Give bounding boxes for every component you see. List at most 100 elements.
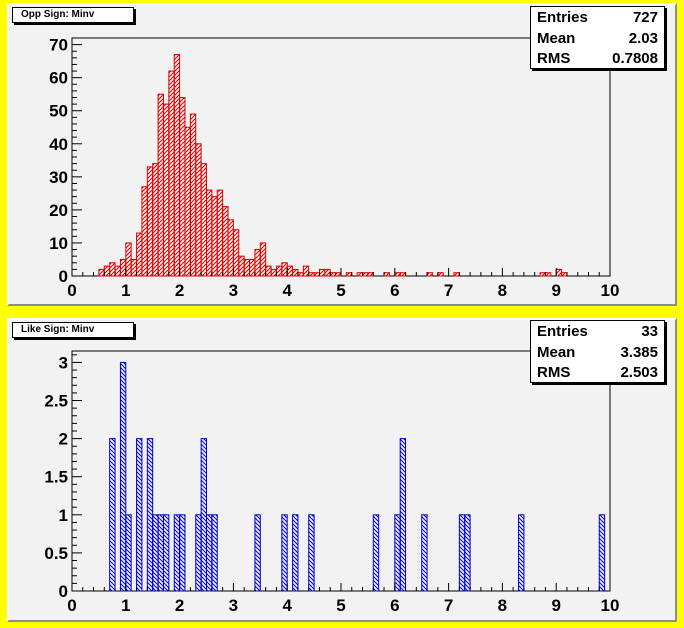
histogram-bar [297,272,304,277]
histogram-bar [238,255,245,277]
histogram-bar [249,258,256,277]
histogram-bar [119,361,127,592]
histogram-bar [211,514,218,592]
histogram-bar [157,514,164,592]
y-tick-label: 1.5 [44,468,68,487]
histogram-bar [259,242,267,277]
y-tick-label: 2 [59,430,68,449]
histogram-bar [152,514,159,592]
histogram-bar [555,268,563,277]
histogram-bar [136,232,143,277]
histogram-bar [157,93,164,277]
y-tick-label: 10 [49,234,68,253]
histogram-bar [141,186,148,277]
stats-entries-label: Entries [537,9,588,26]
y-tick-label: 40 [49,135,68,154]
histogram-bar [162,103,170,277]
histogram-bar [179,97,186,277]
histogram-bar [318,268,326,277]
histogram-bar [335,272,342,277]
histogram-bar [184,126,191,277]
histogram-bar [114,265,121,277]
histogram-bar [200,163,207,277]
stats-mean-label: Mean [537,29,576,47]
histogram-bar [372,514,380,592]
like-sign-pad[interactable]: 0 1 2 3 4 5 6 7 8 9 10 0 0.5 1 1.5 2 2.5 3 Like Sign: Min… [7,318,677,622]
histogram-bar [254,249,261,277]
histogram-bar [356,272,364,277]
stats-row-entries: Entries 33 [531,321,664,342]
stats-row-mean: Mean 2.03 [531,28,664,49]
histogram-bar [206,189,213,277]
histogram-bar [173,514,181,592]
histogram-bar [98,268,105,277]
x-tick-label: 2 [175,281,184,300]
y-tick-label: 60 [49,69,68,88]
histogram-bar [281,262,288,277]
x-tick-label: 0 [67,596,76,615]
x-tick-label: 3 [229,281,238,300]
histogram-bar [399,438,407,592]
x-tick-label: 8 [498,596,507,615]
x-tick-label: 0 [67,281,76,300]
histogram-bar [598,514,606,592]
histogram-bar [232,229,240,277]
x-tick-label: 7 [444,281,453,300]
x-tick-label: 4 [282,281,292,300]
stats-mean-value: 3.385 [620,343,658,361]
histogram-bar [292,514,299,592]
histogram-bar [211,196,218,277]
x-tick-label: 1 [121,596,130,615]
opp-sign-stats-box: Entries 727 Mean 2.03 RMS 0.7808 [530,6,665,69]
y-tick-label: 0 [59,267,68,286]
histogram-bar [227,219,234,277]
stats-row-rms: RMS 0.7808 [531,48,664,69]
histogram-bar [544,272,552,277]
histogram-bar [313,272,320,277]
histogram-bar [109,438,116,592]
x-tick-label: 5 [336,596,345,615]
histogram-bar [270,268,277,277]
y-tick-label: 30 [49,168,68,187]
histogram-bar [222,206,229,277]
x-tick-label: 10 [601,596,620,615]
histogram-bar [399,272,407,277]
histogram-bar [286,265,294,277]
histogram-bar [179,514,186,592]
histogram-bar [168,70,175,277]
histogram-bar [265,265,272,277]
histogram-bar [362,272,369,277]
histogram-bar [367,272,374,277]
histogram-bar [195,514,202,592]
histogram-bar [329,272,337,277]
y-tick-label: 3 [59,353,68,372]
histogram-bar [243,258,251,277]
opp-sign-pad[interactable]: 0 1 2 3 4 5 6 7 8 9 10 0 10 20 30 40 50 60 70 Opp Sign: Mi… [7,3,677,306]
histogram-bar [125,514,132,592]
stats-entries-label: Entries [537,323,588,340]
histogram-bar [130,258,138,277]
histogram-bar [426,272,433,277]
opp-sign-plot: 0 1 2 3 4 5 6 7 8 9 10 0 10 20 30 40 50 60 70 [49,36,619,300]
y-tick-label: 2.5 [44,392,68,411]
histogram-bar [206,514,213,592]
like-sign-plot: 0 1 2 3 4 5 6 7 8 9 10 0 0.5 1 1.5 2 2.5 3 [44,350,620,615]
histogram-bar [146,438,154,592]
histogram-bar [464,514,471,592]
histogram-bar [302,265,310,277]
histogram-bar [109,262,116,277]
like-sign-title: Like Sign: Minv [21,324,95,335]
histogram-bar [383,272,390,277]
y-tick-label: 70 [49,36,68,55]
stats-mean-value: 2.03 [628,29,658,47]
histogram-bar [254,514,261,592]
x-tick-label: 6 [390,596,399,615]
x-tick-label: 1 [121,281,130,300]
histogram-bar [345,272,353,277]
opp-sign-title: Opp Sign: Minv [21,9,95,20]
y-tick-label: 20 [49,201,68,220]
histogram-bar [125,242,132,277]
x-tick-label: 4 [282,596,292,615]
y-tick-label: 1 [59,506,68,525]
